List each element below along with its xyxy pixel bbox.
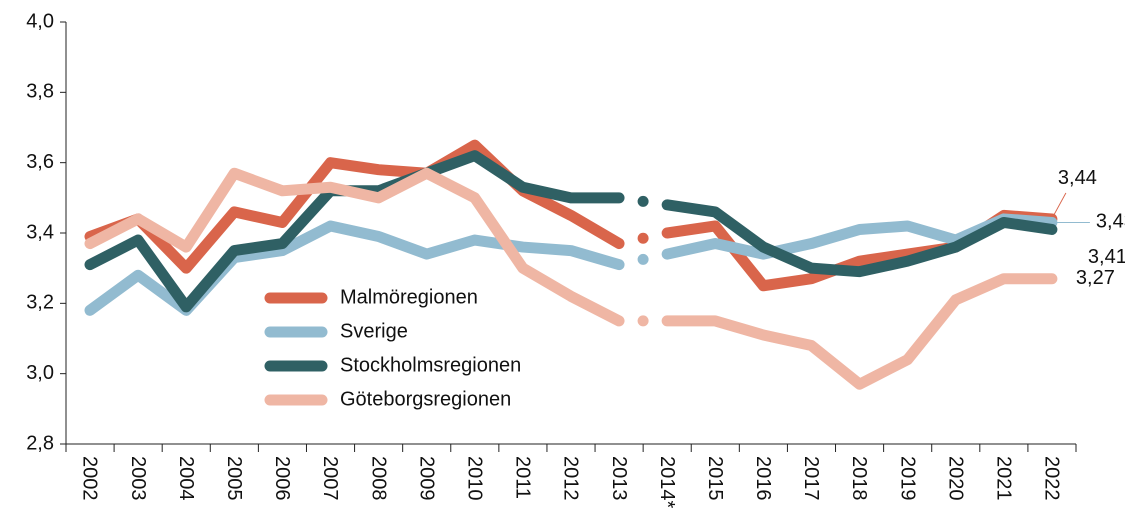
series-break [613,192,673,211]
y-tick-label: 3,2 [26,292,54,314]
y-tick-label: 2,8 [26,432,54,454]
x-tick-label: 2006 [271,456,293,501]
x-tick-label: 2016 [752,456,774,501]
x-tick-label: 2011 [512,456,534,499]
y-tick-label: 3,8 [26,81,54,103]
legend-label: Sverige [340,320,408,342]
data-label: 3,43 [1096,211,1125,233]
x-tick-label: 2020 [944,456,966,501]
series-break [613,227,673,250]
x-tick-label: 2012 [560,456,582,501]
x-tick-label: 2008 [367,456,389,501]
x-tick-label: 2022 [1041,456,1063,501]
x-tick-label: 2009 [415,456,437,501]
x-tick-label: 2010 [463,456,485,501]
y-tick-label: 3,6 [26,151,54,173]
series-line [661,273,1058,390]
y-tick-label: 4,0 [26,10,54,32]
data-label: 3,44 [1058,167,1097,189]
x-tick-label: 2013 [608,456,630,501]
series-line [84,139,625,274]
y-tick-label: 3,0 [26,362,54,384]
legend-label: Malmöregionen [340,286,478,308]
data-label: 3,41 [1088,246,1125,268]
data-label: 3,27 [1076,267,1115,289]
x-tick-label: 2015 [704,456,726,501]
x-tick-label: 2019 [896,456,918,501]
x-tick-label: 2005 [223,456,245,501]
x-tick-label: 2014* [656,456,678,508]
series-break [613,248,673,271]
x-tick-label: 2002 [79,456,101,501]
x-tick-label: 2007 [319,456,341,501]
legend-label: Stockholmsregionen [340,354,521,376]
x-tick-label: 2021 [993,456,1015,501]
x-tick-label: 2017 [800,456,822,501]
x-tick-label: 2003 [127,456,149,501]
x-tick-label: 2018 [848,456,870,501]
series-line [661,199,1058,278]
series-line [84,167,625,327]
legend-label: Göteborgsregionen [340,388,511,410]
x-tick-label: 2004 [175,456,197,501]
y-tick-label: 3,4 [26,221,54,243]
leader-line [1053,192,1067,216]
